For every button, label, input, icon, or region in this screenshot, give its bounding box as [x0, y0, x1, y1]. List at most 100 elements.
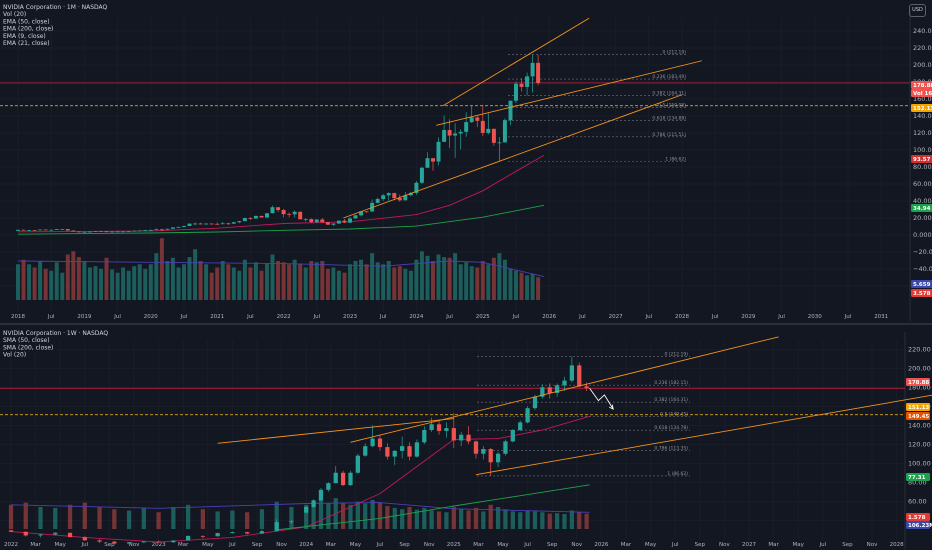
x-tick-label: May — [202, 542, 214, 548]
candle-body — [171, 540, 176, 543]
price-badge — [906, 378, 930, 386]
y-tick-label: 200.00 — [913, 61, 932, 69]
candle-body — [419, 167, 424, 183]
candle-body — [385, 447, 390, 457]
x-tick-label: Jul — [80, 542, 88, 548]
candle-body — [326, 483, 331, 490]
volume-bar — [104, 257, 109, 300]
volume-bar — [298, 263, 303, 300]
candle-body — [38, 534, 43, 536]
volume-bar — [198, 261, 203, 300]
x-tick-label: May — [793, 542, 805, 548]
y-tick-label: 120.00 — [913, 129, 932, 137]
projection-arrowhead — [609, 404, 614, 410]
x-tick-label: May — [350, 542, 362, 548]
price-badge-label: 93.57 — [913, 157, 931, 163]
volume-bar — [348, 264, 352, 300]
fib-level-label: 0.236 (183.49) — [652, 74, 686, 80]
volume-bar — [569, 510, 575, 529]
x-tick-label: 2028 — [890, 542, 904, 548]
candle-body — [514, 83, 518, 101]
price-badge — [911, 104, 932, 112]
volume-bar — [182, 264, 186, 300]
price-badge — [906, 473, 930, 481]
volume-bar — [242, 259, 247, 300]
x-tick-label: Nov — [719, 542, 730, 548]
y-tick-label: 160.00 — [913, 95, 932, 103]
candle-body — [237, 221, 242, 223]
price-badge-label: 106.23M — [908, 523, 932, 529]
candle-body — [431, 158, 435, 162]
candle-body — [99, 231, 103, 232]
volume-bar — [32, 267, 37, 300]
volume-bar — [226, 264, 231, 300]
candle-body — [458, 131, 463, 134]
volume-bar — [425, 255, 430, 300]
candle-body — [562, 380, 567, 386]
candle-body — [65, 229, 70, 231]
volume-bar — [340, 502, 346, 529]
x-tick-label: 2021 — [210, 314, 224, 320]
volume-bar — [442, 257, 447, 300]
currency-button[interactable]: USD — [909, 4, 926, 17]
candle-body — [314, 219, 319, 223]
volume-bar — [209, 272, 214, 300]
volume-bar — [407, 507, 412, 529]
candle-body — [112, 541, 117, 544]
candle-body — [414, 182, 419, 193]
weekly-chart-pane[interactable]: 220.00200.00180.00160.00140.00120.00100.… — [0, 330, 932, 549]
candle-body — [584, 386, 589, 389]
y-tick-label: 80.00 — [913, 163, 932, 171]
volume-bar — [165, 261, 170, 300]
volume-bar — [370, 253, 375, 300]
volume-bar — [253, 262, 258, 300]
price-badge-label: 152.13 — [913, 106, 932, 112]
volume-bar — [171, 507, 176, 529]
x-tick-label: 2030 — [808, 314, 822, 320]
volume-bar — [60, 272, 65, 300]
candle-body — [333, 472, 338, 484]
candle-body — [363, 446, 368, 456]
ma200-line — [17, 204, 544, 235]
y-tick-label: 140.00 — [908, 421, 931, 429]
x-tick-label: Jul — [47, 314, 55, 320]
volume-bar — [530, 274, 535, 300]
volume-bar — [364, 264, 369, 300]
candle-body — [381, 195, 386, 200]
trend-channel-line — [475, 394, 932, 476]
volume-bar — [355, 501, 360, 529]
price-badge — [911, 155, 932, 163]
candle-body — [525, 408, 530, 423]
candle-body — [325, 222, 330, 225]
volume-bar — [97, 507, 102, 529]
candle-body — [242, 218, 247, 222]
x-tick-label: Jul — [246, 314, 254, 320]
x-tick-label: Sep — [252, 542, 263, 548]
volume-bar — [38, 507, 43, 529]
volume-bar — [458, 264, 463, 300]
candle-body — [276, 207, 281, 211]
candle-body — [386, 193, 391, 196]
volume-bar — [259, 270, 264, 300]
candle-body — [176, 226, 181, 228]
price-badge — [911, 89, 932, 97]
price-badge-label: 5.659 — [913, 282, 931, 288]
monthly-chart-pane[interactable]: 240.00220.00200.00180.00160.00140.00120.… — [0, 4, 932, 321]
candle-body — [464, 122, 469, 132]
volume-bar — [400, 509, 405, 529]
trend-channel-line — [442, 17, 590, 107]
volume-bar — [422, 507, 427, 529]
volume-bar — [304, 504, 309, 529]
candle-body — [303, 219, 308, 220]
volume-bar — [156, 512, 161, 529]
volume-bar — [464, 262, 469, 300]
x-tick-label: 2025 — [447, 542, 461, 548]
candle-body — [508, 100, 513, 121]
candle-body — [502, 120, 507, 143]
candle-body — [414, 442, 420, 457]
volume-bar — [320, 261, 325, 300]
fib-level-label: 0 (212.19) — [664, 352, 688, 358]
volume-bar — [397, 266, 402, 300]
candle-body — [76, 231, 81, 233]
